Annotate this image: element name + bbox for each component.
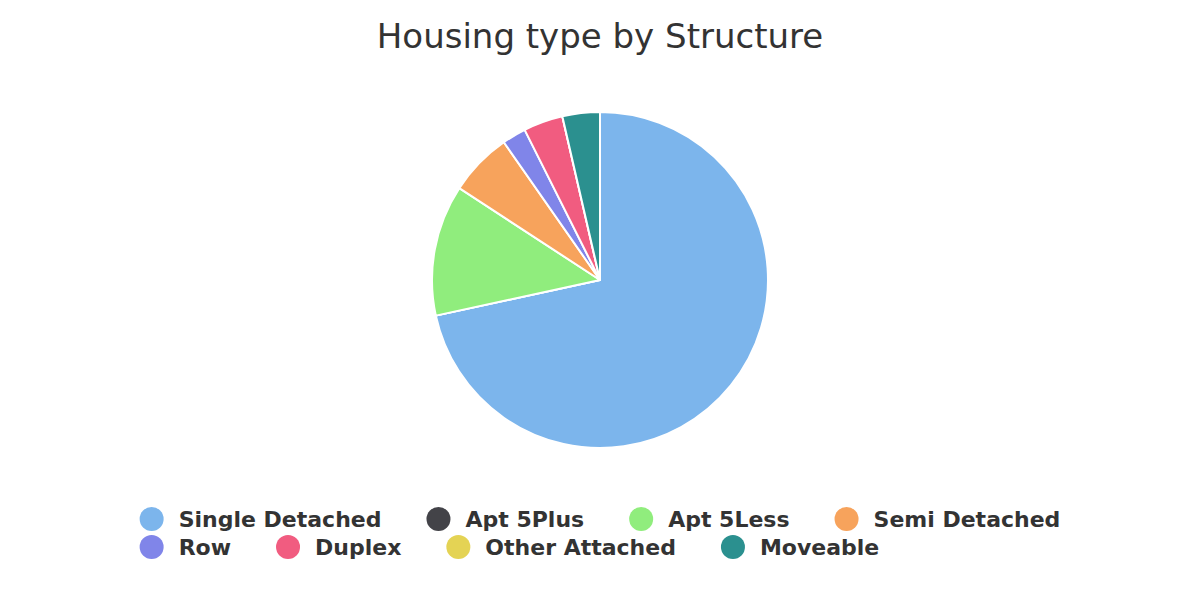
legend-item: Other Attached [446,535,676,560]
legend: Single Detached Apt 5Plus Apt 5Less Semi De… [140,507,1061,560]
legend-label: Duplex [315,535,401,560]
background [0,0,1200,600]
legend-marker [446,535,470,559]
legend-label: Apt 5Plus [465,507,584,532]
chart: Housing type by Structure Single Detached… [0,0,1200,600]
legend-item: Duplex [276,535,401,560]
legend-label: Apt 5Less [668,507,789,532]
legend-marker [140,535,164,559]
legend-marker [140,507,164,531]
legend-marker [426,507,450,531]
legend-marker [629,507,653,531]
legend-marker [276,535,300,559]
legend-marker [835,507,859,531]
title: Housing type by Structure [377,16,823,56]
legend-item: Semi Detached [835,507,1061,532]
legend-item: Row [140,535,231,560]
legend-label: Moveable [760,535,879,560]
pie [432,112,768,448]
legend-label: Other Attached [485,535,676,560]
legend-item: Moveable [721,535,879,560]
legend-item: Apt 5Less [629,507,789,532]
legend-item: Single Detached [140,507,382,532]
pie-slice [562,112,600,280]
legend-item: Apt 5Plus [426,507,584,532]
legend-label: Single Detached [179,507,382,532]
legend-label: Semi Detached [874,507,1061,532]
legend-marker [721,535,745,559]
legend-label: Row [179,535,231,560]
